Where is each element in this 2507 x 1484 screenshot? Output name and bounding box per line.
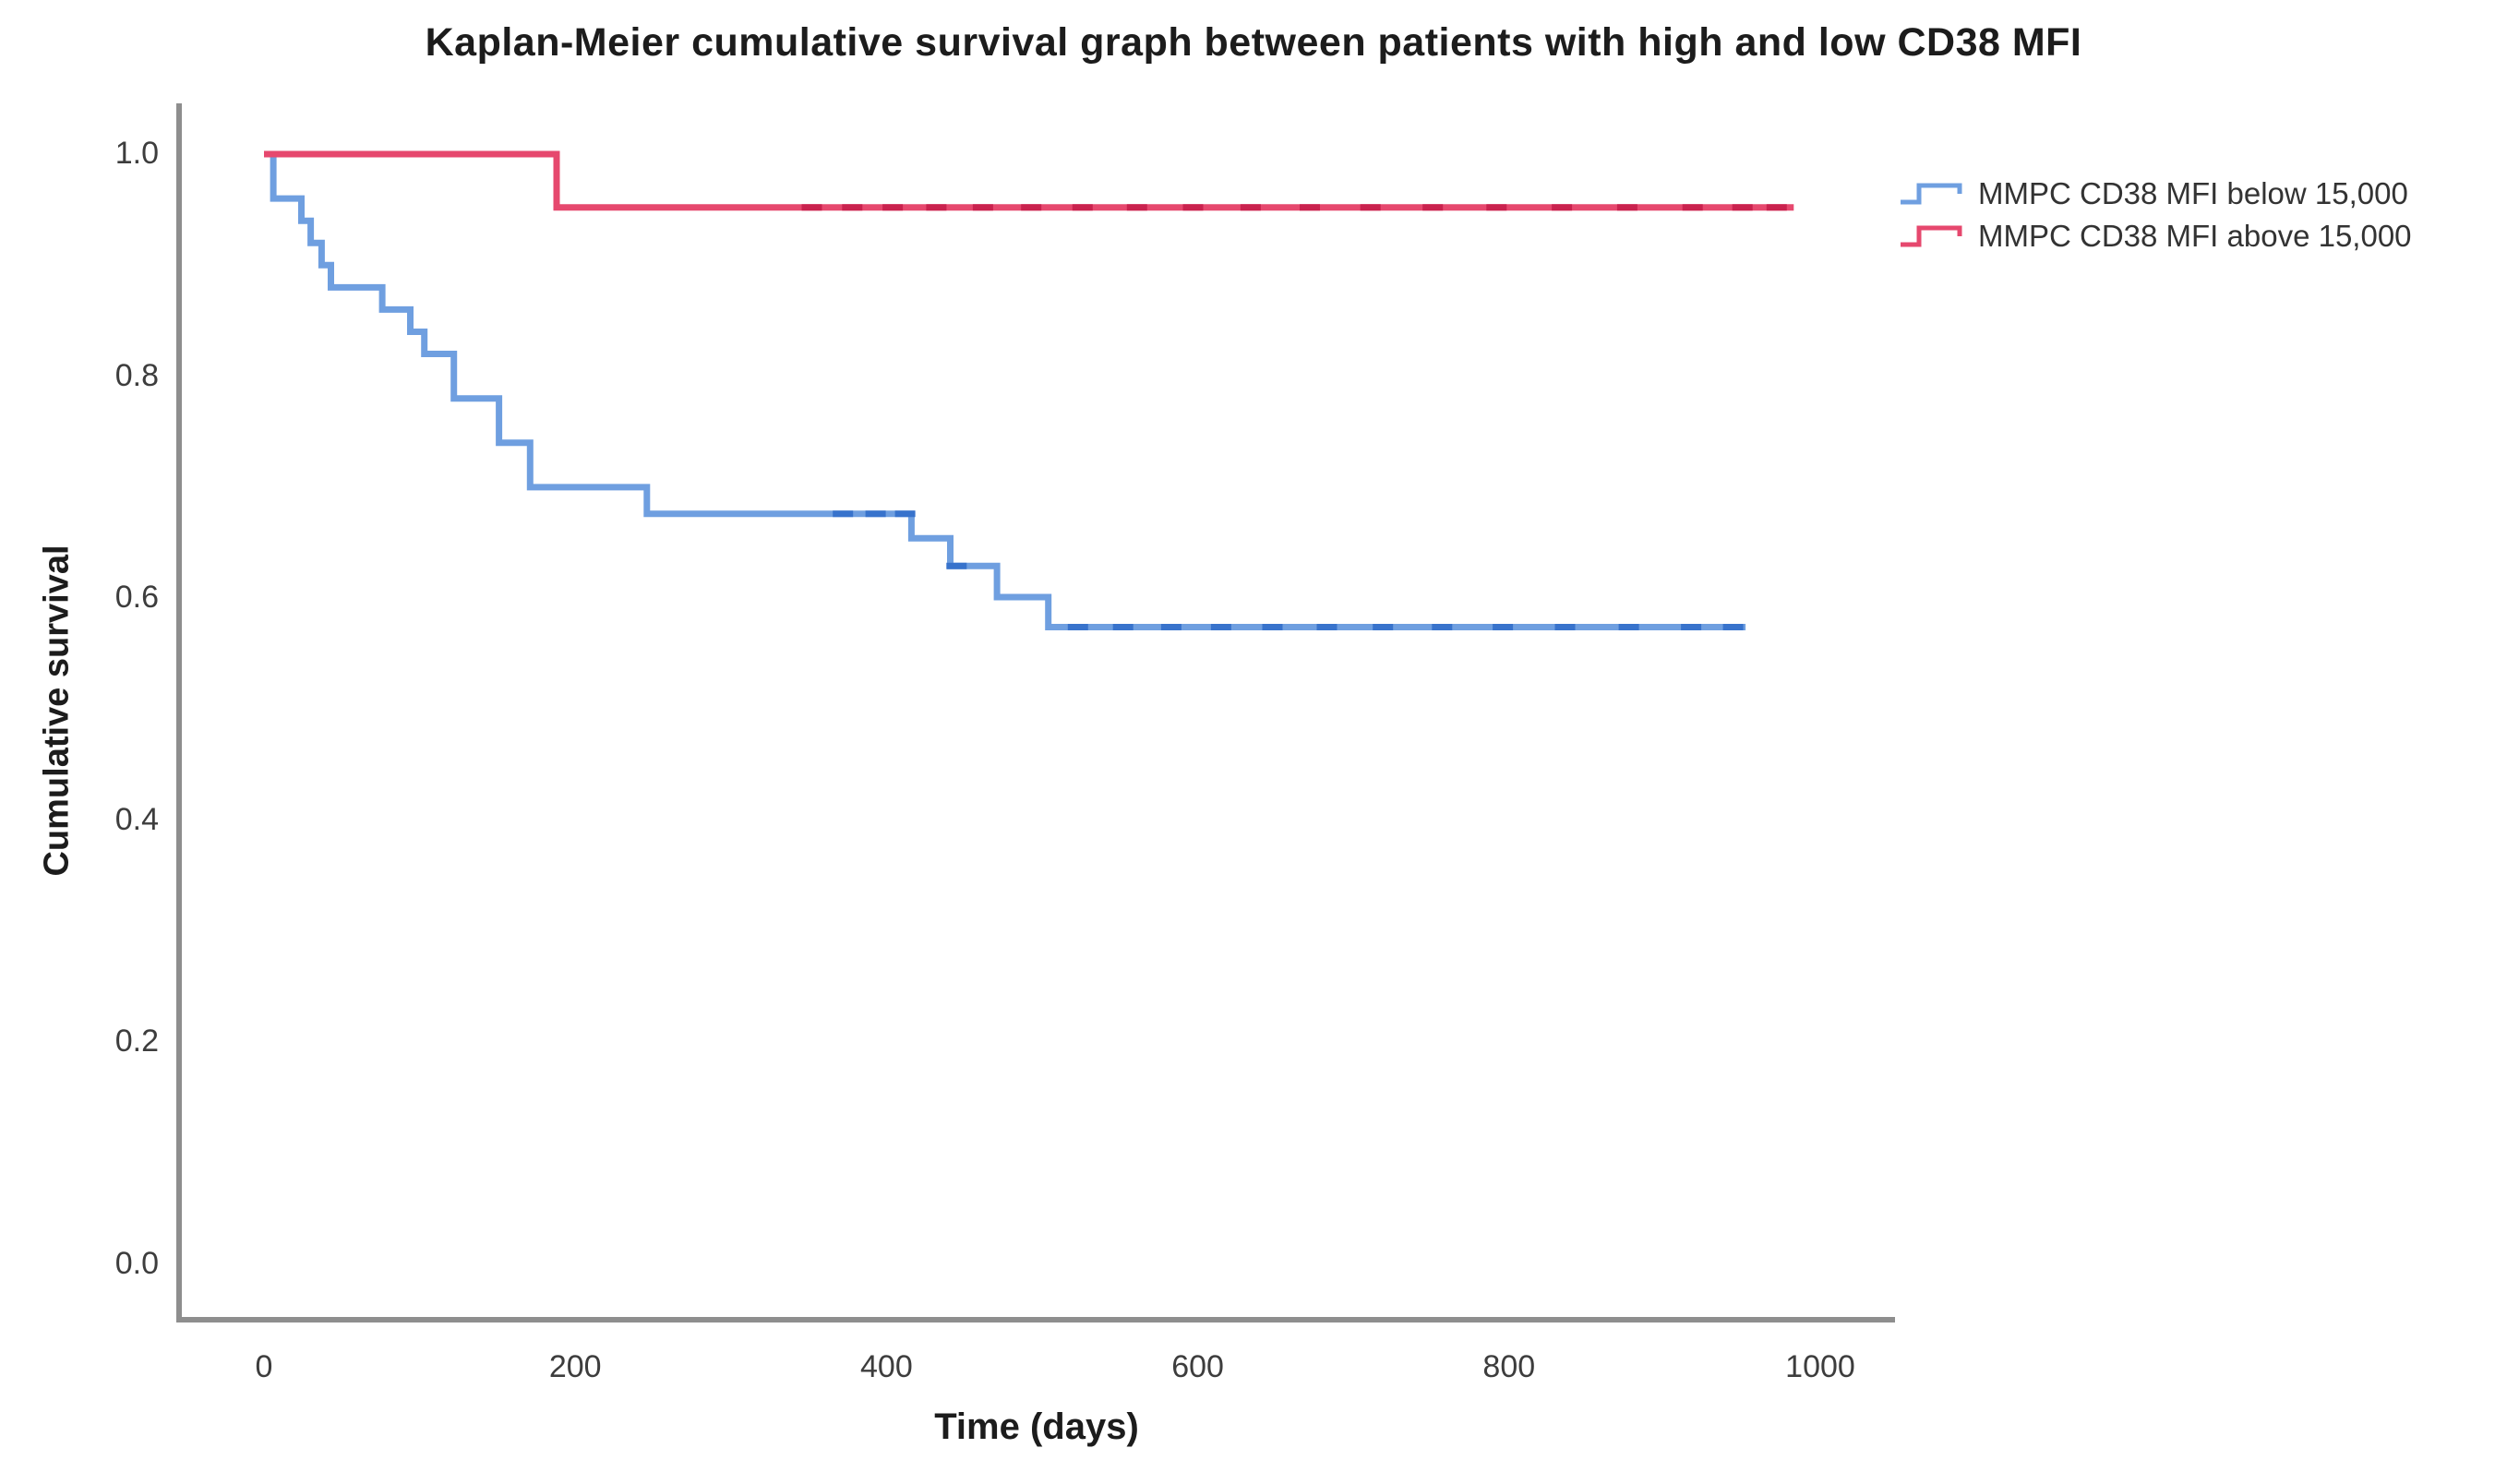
- y-tick-label: 0.2: [114, 1023, 159, 1059]
- chart-title: Kaplan-Meier cumulative survival graph b…: [425, 20, 2082, 65]
- y-tick-label: 1.0: [114, 136, 159, 171]
- y-tick-label: 0.4: [114, 801, 159, 837]
- x-tick-label: 800: [1482, 1349, 1536, 1384]
- km-curves: [264, 150, 1794, 630]
- km-curve-above-15000: [264, 150, 1794, 211]
- y-tick-label: 0.6: [114, 580, 159, 616]
- legend: MMPC CD38 MFI below 15,000 MMPC CD38 MFI…: [1898, 173, 2412, 257]
- x-tick-label: 0: [255, 1349, 273, 1384]
- y-tick-label: 0.8: [114, 357, 159, 393]
- legend-step-icon-red: [1901, 225, 1962, 247]
- x-axis-title: Time (days): [934, 1406, 1139, 1447]
- x-tick-label: 600: [1171, 1349, 1224, 1384]
- legend-step-icon-blue: [1901, 183, 1962, 205]
- x-tick-label: 400: [860, 1349, 913, 1384]
- x-tick-label: 1000: [1785, 1349, 1855, 1384]
- legend-item-above-15000: MMPC CD38 MFI above 15,000: [1898, 215, 2412, 257]
- legend-label-above-15000: MMPC CD38 MFI above 15,000: [1978, 219, 2412, 253]
- y-tick-label: 0.0: [114, 1246, 159, 1281]
- km-curve-below-15000: [264, 150, 1746, 630]
- legend-label-below-15000: MMPC CD38 MFI below 15,000: [1978, 176, 2408, 210]
- legend-item-below-15000: MMPC CD38 MFI below 15,000: [1898, 173, 2412, 215]
- x-tick-label: 200: [548, 1349, 602, 1384]
